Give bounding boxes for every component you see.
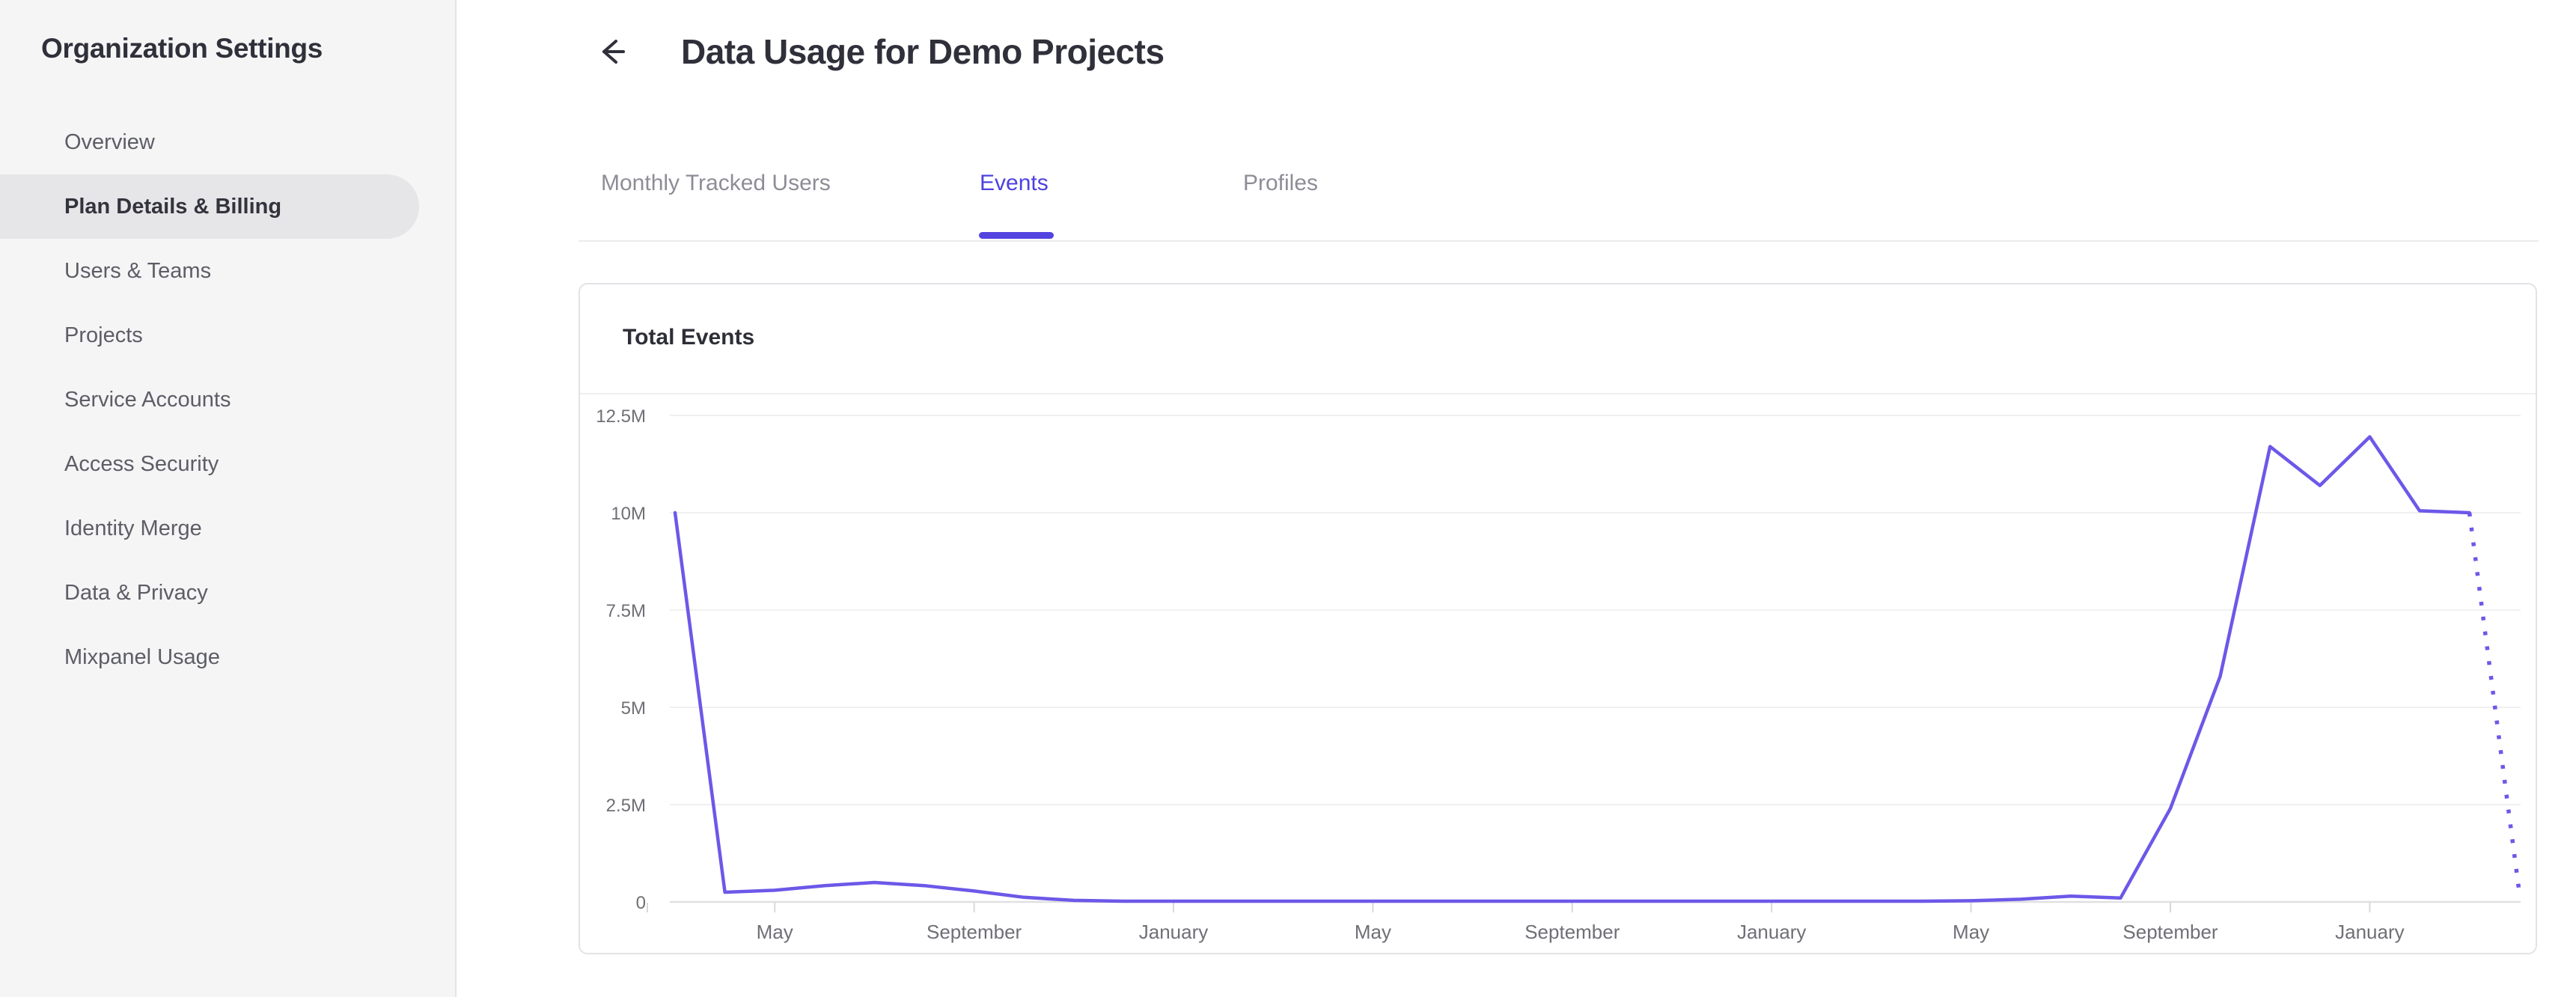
sidebar-title: Organization Settings: [41, 33, 323, 64]
sidebar-nav: Overview Plan Details & Billing Users & …: [0, 110, 455, 689]
sidebar-item-service-accounts[interactable]: Service Accounts: [64, 387, 231, 412]
tab-profiles[interactable]: Profiles: [1243, 171, 1319, 195]
x-tick-label: May: [1355, 921, 1391, 943]
active-tab-underline: [979, 232, 1054, 239]
sidebar-item-overview[interactable]: Overview: [64, 129, 155, 154]
y-tick-label: 10M: [611, 504, 646, 524]
sidebar-item-access-security[interactable]: Access Security: [64, 451, 219, 476]
tab-events[interactable]: Events: [980, 171, 1049, 195]
x-tick-label: September: [927, 921, 1022, 943]
y-tick-label: 7.5M: [606, 601, 646, 621]
sidebar-item-users-teams[interactable]: Users & Teams: [64, 258, 212, 283]
page-title: Data Usage for Demo Projects: [681, 32, 1165, 71]
x-tick-label: January: [1139, 921, 1209, 943]
sidebar: Organization Settings Overview Plan Deta…: [0, 0, 457, 997]
sidebar-item-identity-merge[interactable]: Identity Merge: [64, 516, 202, 540]
sidebar-item-data-privacy[interactable]: Data & Privacy: [64, 580, 208, 605]
x-tick-label: September: [1524, 921, 1620, 943]
y-tick-label: 0: [636, 893, 646, 913]
y-tick-label: 5M: [621, 698, 646, 719]
y-tick-label: 2.5M: [606, 796, 646, 816]
sidebar-item-projects[interactable]: Projects: [64, 323, 143, 347]
x-tick-label: January: [1737, 921, 1807, 943]
events-line-projected-dotted: [2467, 512, 2521, 893]
y-tick-label: 12.5M: [596, 406, 646, 427]
x-tick-label: September: [2122, 921, 2218, 943]
total-events-chart[interactable]: 12.5M 10M 7.5M 5M 2.5M 0 May September January Ma…: [580, 284, 2536, 953]
total-events-card: Total Events 12.5M 10M 7.5M 5M 2.5M 0 May Septe…: [579, 283, 2537, 954]
tab-monthly-tracked-users[interactable]: Monthly Tracked Users: [601, 171, 831, 195]
x-tick-label: May: [1953, 921, 1989, 943]
x-tick-label: January: [2335, 921, 2405, 943]
back-button[interactable]: [590, 31, 633, 75]
arrow-left-icon: [590, 31, 632, 76]
card-header-divider: [580, 393, 2536, 394]
events-line-solid: [673, 435, 2471, 903]
x-tick-label: May: [757, 921, 793, 943]
tab-separator: [579, 240, 2539, 242]
chart-title: Total Events: [623, 325, 755, 350]
sidebar-item-plan-details-billing[interactable]: Plan Details & Billing: [0, 174, 419, 239]
sidebar-item-mixpanel-usage[interactable]: Mixpanel Usage: [64, 644, 220, 669]
